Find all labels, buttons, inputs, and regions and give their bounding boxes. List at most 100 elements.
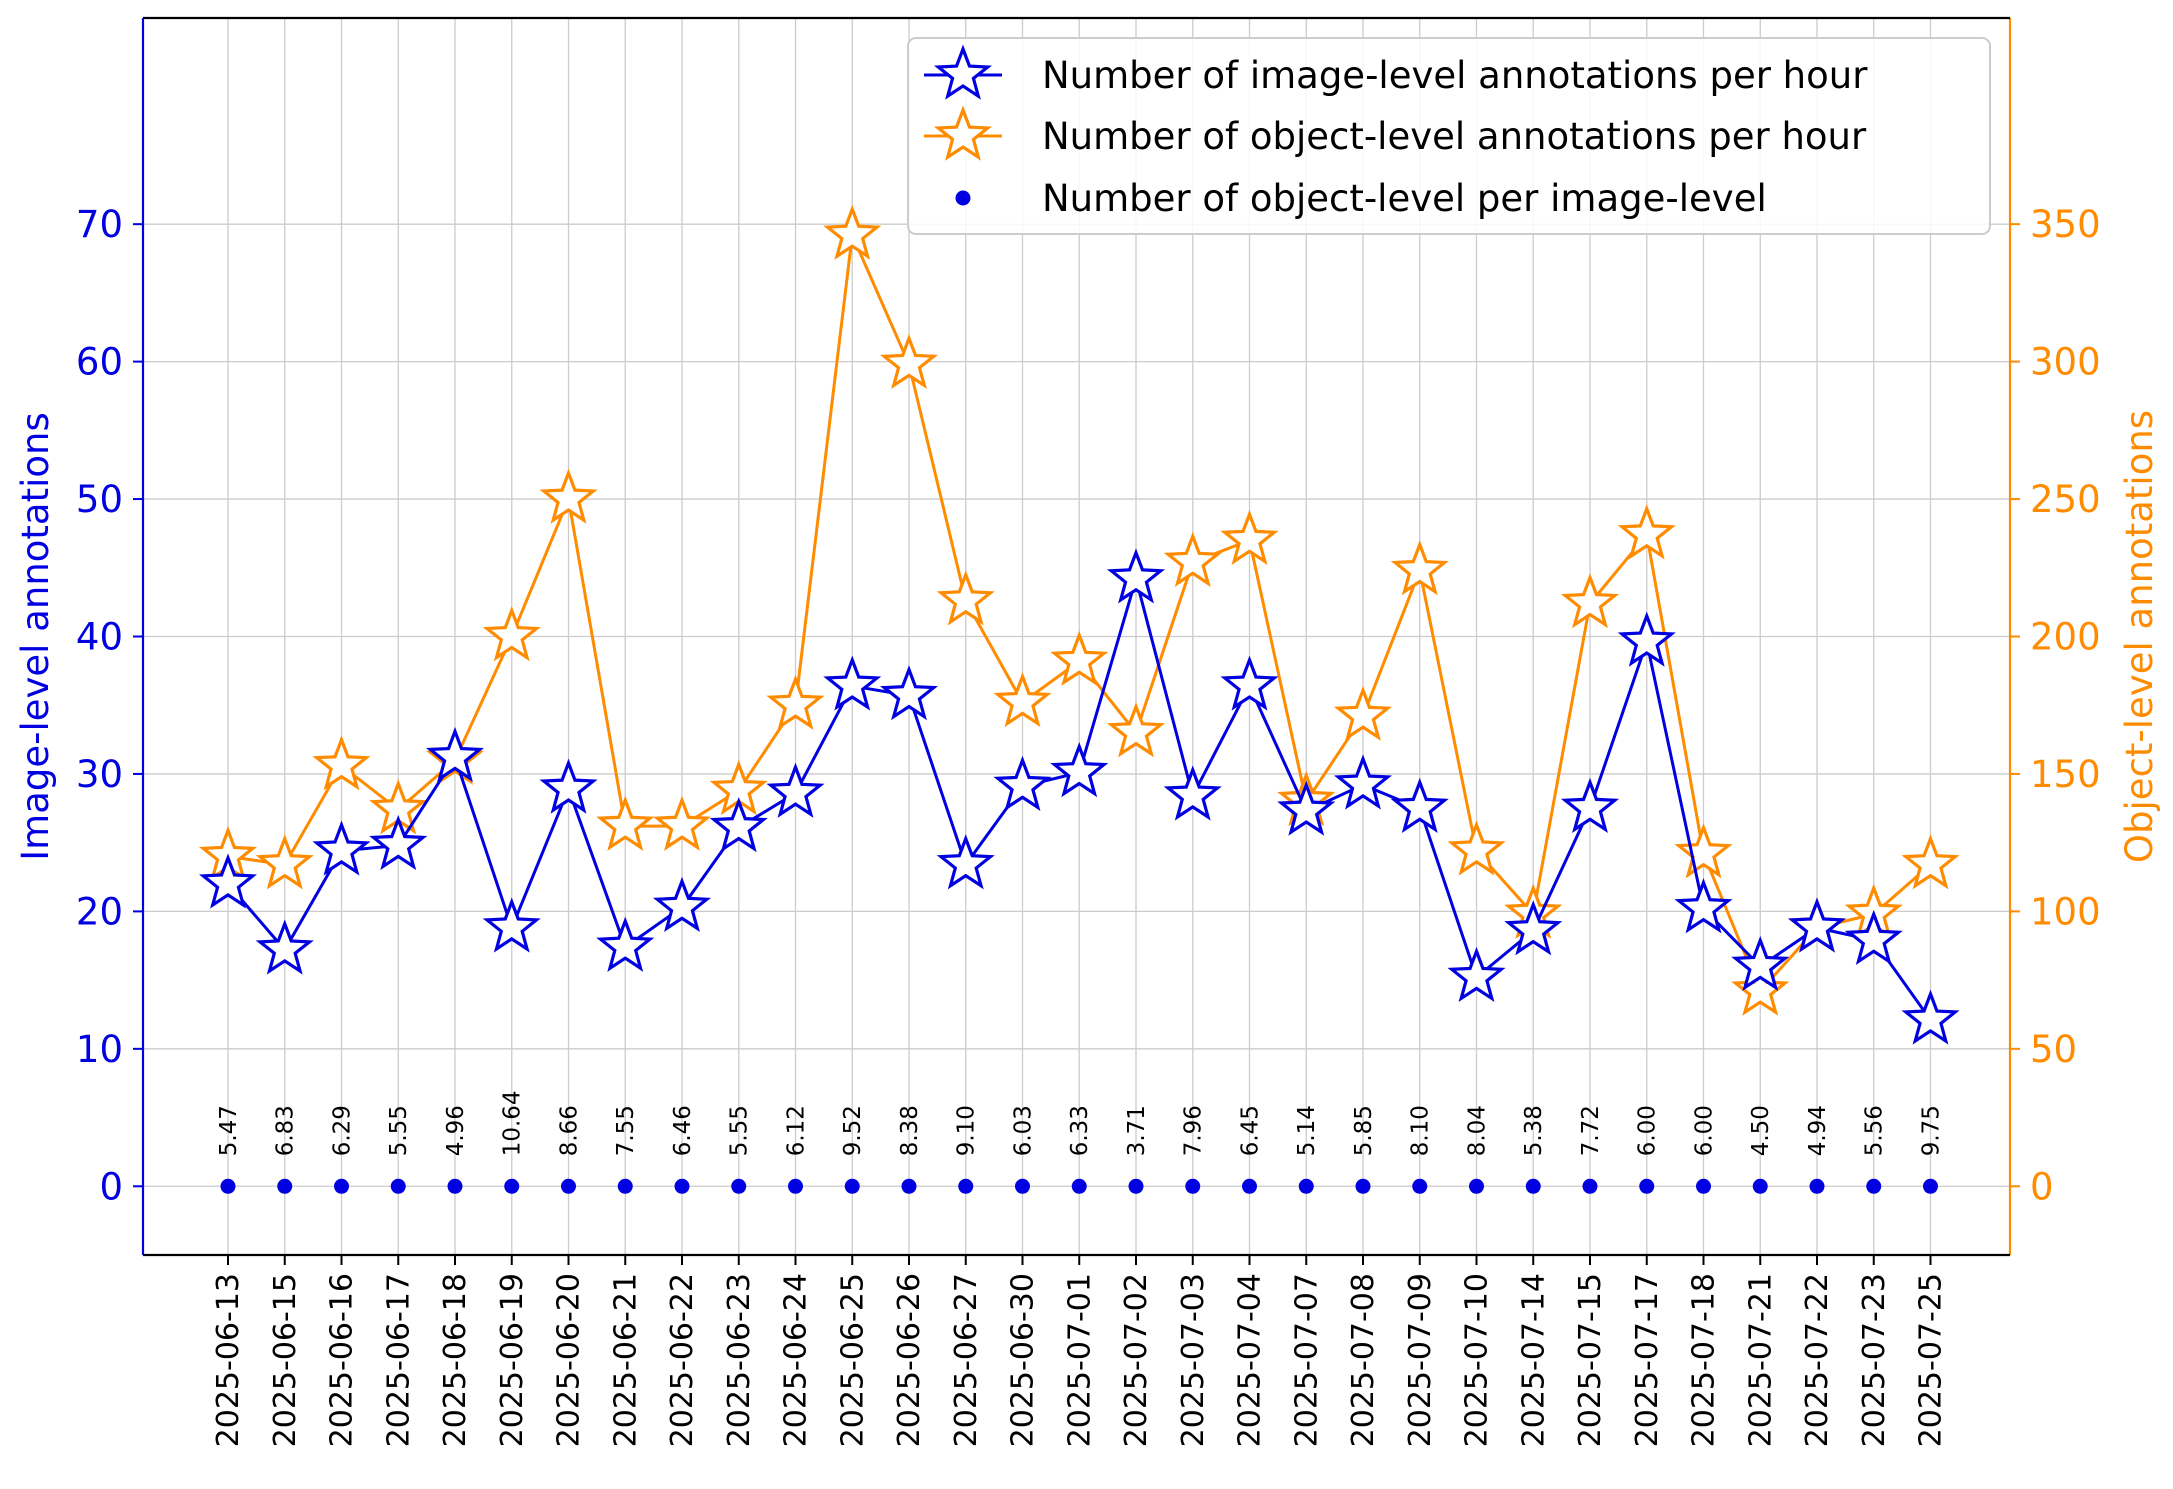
x-tick-label: 2025-06-25 <box>835 1273 870 1447</box>
star-point-object-level <box>312 735 371 791</box>
ratio-label: 5.55 <box>727 1105 753 1156</box>
star-point-image-level <box>1163 765 1222 821</box>
ratio-dot <box>1242 1178 1257 1194</box>
x-tick-label: 2025-06-23 <box>722 1273 757 1447</box>
ratio-dot <box>901 1178 917 1194</box>
ratio-label: 6.00 <box>1635 1105 1661 1156</box>
x-tick-label: 2025-07-18 <box>1687 1273 1722 1447</box>
x-tick-label: 2025-06-20 <box>552 1273 587 1447</box>
ratio-label: 4.94 <box>1805 1105 1831 1156</box>
star-point-object-level <box>1163 531 1222 587</box>
star-point-image-level <box>1787 897 1847 953</box>
star-point-image-level <box>823 655 882 711</box>
star-point-object-level <box>255 834 314 890</box>
ratio-dot <box>504 1178 520 1194</box>
right-tick-label: 0 <box>2030 1165 2054 1208</box>
y-axis-label-right: Object-level annotations <box>2118 410 2161 863</box>
ratio-label: 5.85 <box>1351 1105 1377 1156</box>
star-point-object-level <box>766 674 825 730</box>
ratio-dot <box>220 1178 236 1194</box>
ratio-label: 5.55 <box>386 1105 412 1156</box>
x-tick-label: 2025-06-18 <box>438 1273 473 1447</box>
ratio-label: 7.55 <box>613 1105 639 1156</box>
star-point-image-level <box>1560 777 1620 833</box>
ratio-label: 10.64 <box>500 1090 526 1156</box>
star-point-object-level <box>1220 509 1279 565</box>
x-tick-label: 2025-06-21 <box>608 1273 643 1447</box>
ratio-label: 5.56 <box>1862 1105 1888 1156</box>
ratio-label: 9.75 <box>1919 1105 1945 1156</box>
star-point-object-level <box>993 671 1052 728</box>
left-tick-label: 70 <box>76 203 123 246</box>
ratio-dot <box>731 1178 747 1194</box>
ratio-dot <box>1469 1178 1484 1194</box>
star-point-image-level <box>1333 754 1393 810</box>
x-tick-label: 2025-06-16 <box>325 1273 360 1447</box>
star-point-image-level <box>1617 611 1676 667</box>
star-point-object-level <box>1106 702 1166 758</box>
star-point-image-level <box>425 726 485 783</box>
star-point-object-level <box>1731 960 1790 1016</box>
ratio-label: 6.29 <box>330 1105 356 1156</box>
star-point-image-level <box>1731 935 1790 992</box>
ratio-label: 6.33 <box>1067 1105 1093 1156</box>
star-point-object-level <box>482 605 541 662</box>
ratio-dot <box>1185 1178 1201 1194</box>
star-point-image-level <box>709 797 768 853</box>
star-point-object-level <box>1447 820 1506 876</box>
legend-box <box>907 37 1991 235</box>
star-point-image-level <box>936 834 995 890</box>
star-point-image-level <box>652 876 712 932</box>
left-tick-label: 50 <box>76 478 123 521</box>
ratio-label: 7.96 <box>1181 1105 1207 1156</box>
star-point-image-level <box>596 916 655 972</box>
star-point-image-level <box>198 853 258 909</box>
legend-label: Number of object-level per image-level <box>1042 177 1767 220</box>
x-tick-label: 2025-06-26 <box>892 1273 927 1447</box>
ratio-label: 8.66 <box>557 1105 583 1156</box>
ratio-label: 6.45 <box>1238 1105 1264 1156</box>
left-tick-label: 60 <box>76 341 123 384</box>
x-tick-label: 2025-07-22 <box>1800 1273 1835 1447</box>
star-point-object-level <box>879 333 939 390</box>
left-tick-label: 0 <box>99 1165 123 1208</box>
ratio-label: 5.38 <box>1521 1105 1547 1156</box>
ratio-label: 6.00 <box>1692 1105 1718 1156</box>
x-tick-label: 2025-06-30 <box>1006 1273 1041 1447</box>
ratio-dot <box>447 1178 463 1194</box>
ratio-dot <box>561 1178 576 1194</box>
x-tick-label: 2025-06-24 <box>779 1273 814 1447</box>
x-tick-label: 2025-07-17 <box>1630 1273 1665 1447</box>
star-point-image-level <box>1050 742 1109 798</box>
x-tick-label: 2025-06-17 <box>381 1273 416 1447</box>
ratio-dot <box>1582 1178 1598 1194</box>
legend-star-icon <box>933 44 993 100</box>
right-tick-label: 350 <box>2030 203 2101 246</box>
star-point-image-level <box>1504 900 1563 956</box>
ratio-dot <box>334 1178 349 1194</box>
left-tick-label: 10 <box>76 1028 123 1071</box>
y-axis-label-left: Image-level annotations <box>14 412 57 861</box>
ratio-dot <box>1355 1178 1371 1194</box>
x-tick-label: 2025-07-02 <box>1119 1273 1154 1447</box>
right-tick-label: 300 <box>2030 341 2101 384</box>
star-point-object-level <box>596 795 655 851</box>
legend-label: Number of object-level annotations per h… <box>1042 115 1867 158</box>
star-point-image-level <box>1390 777 1449 833</box>
ratio-label: 6.03 <box>1011 1105 1037 1156</box>
ratio-label: 5.47 <box>216 1105 242 1156</box>
star-point-object-level <box>539 468 598 524</box>
star-point-image-level <box>539 758 598 814</box>
ratio-dot <box>1412 1178 1428 1194</box>
right-tick-label: 200 <box>2030 616 2101 659</box>
ratio-dot <box>1015 1178 1030 1194</box>
x-tick-label: 2025-07-14 <box>1516 1273 1551 1447</box>
ratio-label: 6.12 <box>784 1105 810 1156</box>
left-tick-label: 40 <box>76 616 123 659</box>
star-point-image-level <box>312 820 371 876</box>
ratio-dot <box>1809 1178 1825 1194</box>
ratio-dot <box>277 1178 293 1194</box>
legend-dot-icon <box>955 190 971 206</box>
